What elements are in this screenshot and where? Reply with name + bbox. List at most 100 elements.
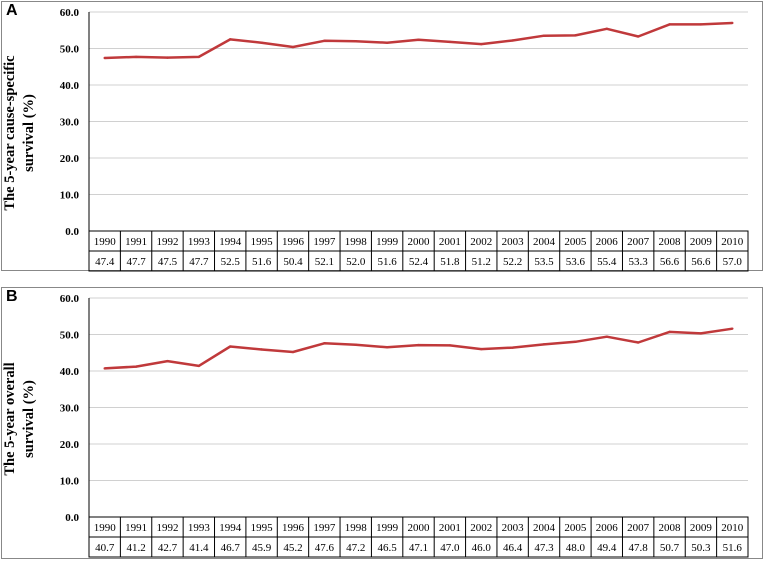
data-point [542, 343, 546, 346]
data-point [323, 39, 326, 43]
data-value-label: 53.6 [566, 256, 586, 268]
data-value-label: 49.4 [597, 542, 617, 554]
data-value-label: 46.5 [377, 542, 397, 554]
data-value-label: 51.6 [377, 256, 397, 268]
x-category-label: 1997 [313, 522, 336, 534]
data-point [511, 346, 514, 349]
data-value-label: 47.4 [95, 256, 115, 268]
data-value-label: 53.3 [629, 256, 649, 268]
data-point [636, 35, 640, 38]
x-category-label: 1998 [345, 236, 368, 248]
data-point [668, 23, 671, 26]
y-tick-label: 20.0 [60, 439, 80, 451]
data-value-label: 51.8 [440, 256, 460, 268]
data-point [480, 347, 483, 351]
data-point [605, 335, 608, 338]
line-chart-b: 0.0 10.0 20.0 30.0 40.0 50.0 60.0 1990 40.7 1991 4… [60, 293, 749, 558]
x-category-label: 1995 [251, 236, 274, 248]
data-point [448, 344, 452, 347]
y-tick-label: 40.0 [60, 80, 80, 92]
data-point [291, 45, 295, 49]
x-category-label: 2001 [439, 522, 461, 534]
data-value-label: 50.7 [660, 542, 680, 554]
data-value-label: 47.2 [346, 542, 365, 554]
data-point [605, 27, 608, 30]
x-category-label: 2003 [502, 236, 525, 248]
data-point [166, 56, 169, 59]
data-point [511, 39, 514, 42]
data-value-label: 51.6 [252, 256, 272, 268]
data-point [103, 56, 106, 60]
data-point [668, 330, 671, 334]
x-category-label: 2004 [533, 236, 556, 248]
data-point [385, 346, 389, 349]
x-category-label: 1996 [282, 522, 305, 534]
data-value-label: 41.4 [189, 542, 209, 554]
data-point [385, 41, 389, 44]
data-point [417, 38, 420, 41]
x-category-label: 2001 [439, 236, 461, 248]
x-category-label: 2009 [690, 236, 713, 248]
x-category-label: 2009 [690, 522, 713, 534]
y-tick-label: 50.0 [60, 330, 80, 342]
line-chart-a: 0.0 10.0 20.0 30.0 40.0 50.0 60.0 1990 47.4 1991 4… [60, 7, 749, 272]
x-category-label: 2007 [627, 522, 650, 534]
data-point [417, 343, 420, 347]
data-point [197, 364, 201, 368]
x-category-label: 1992 [156, 236, 178, 248]
x-category-label: 1997 [313, 236, 336, 248]
data-point [354, 40, 357, 43]
x-category-label: 2007 [627, 236, 650, 248]
y-tick-label: 60.0 [60, 7, 80, 19]
data-point [166, 359, 169, 363]
y-tick-label: 0.0 [65, 512, 79, 524]
data-point [291, 350, 295, 354]
data-value-label: 47.3 [534, 542, 554, 554]
data-value-label: 46.7 [221, 542, 241, 554]
data-value-label: 45.2 [283, 542, 302, 554]
data-point [542, 34, 546, 37]
data-point [260, 41, 263, 44]
data-value-label: 52.5 [221, 256, 241, 268]
x-category-label: 2000 [408, 522, 431, 534]
data-value-label: 51.6 [723, 542, 743, 554]
data-value-label: 47.6 [315, 542, 335, 554]
panel-label-a: A [6, 2, 18, 19]
data-value-label: 57.0 [723, 256, 743, 268]
x-category-label: 1991 [125, 522, 147, 534]
y-tick-label: 20.0 [60, 153, 80, 165]
y-tick-label: 50.0 [60, 44, 80, 56]
data-value-label: 52.1 [315, 256, 334, 268]
data-point [699, 23, 703, 26]
data-value-label: 47.1 [409, 542, 428, 554]
data-value-label: 47.8 [629, 542, 649, 554]
data-point [197, 55, 201, 59]
x-category-label: 1991 [125, 236, 147, 248]
x-category-label: 1990 [94, 522, 117, 534]
data-value-label: 47.5 [158, 256, 178, 268]
data-point [731, 327, 734, 330]
x-category-label: 2002 [470, 522, 492, 534]
data-value-label: 56.6 [691, 256, 711, 268]
x-category-label: 2006 [596, 236, 619, 248]
data-value-label: 48.0 [566, 542, 586, 554]
x-category-label: 2002 [470, 236, 492, 248]
x-category-label: 1990 [94, 236, 117, 248]
y-tick-label: 40.0 [60, 366, 80, 378]
data-value-label: 40.7 [95, 542, 115, 554]
x-category-label: 2000 [408, 236, 431, 248]
data-value-label: 46.4 [503, 542, 523, 554]
x-category-label: 2005 [564, 236, 587, 248]
data-value-label: 52.4 [409, 256, 429, 268]
data-value-label: 46.0 [472, 542, 492, 554]
data-value-label: 47.0 [440, 542, 460, 554]
chart-panel-b: B The 5-year overall survival (%) 0.0 10.… [1, 287, 763, 559]
data-value-label: 52.0 [346, 256, 366, 268]
data-value-label: 42.7 [158, 542, 178, 554]
x-category-label: 1995 [251, 522, 274, 534]
x-category-label: 1996 [282, 236, 305, 248]
y-tick-label: 0.0 [65, 226, 79, 238]
x-category-label: 2010 [721, 236, 744, 248]
data-point [260, 348, 263, 351]
data-point [229, 345, 232, 348]
